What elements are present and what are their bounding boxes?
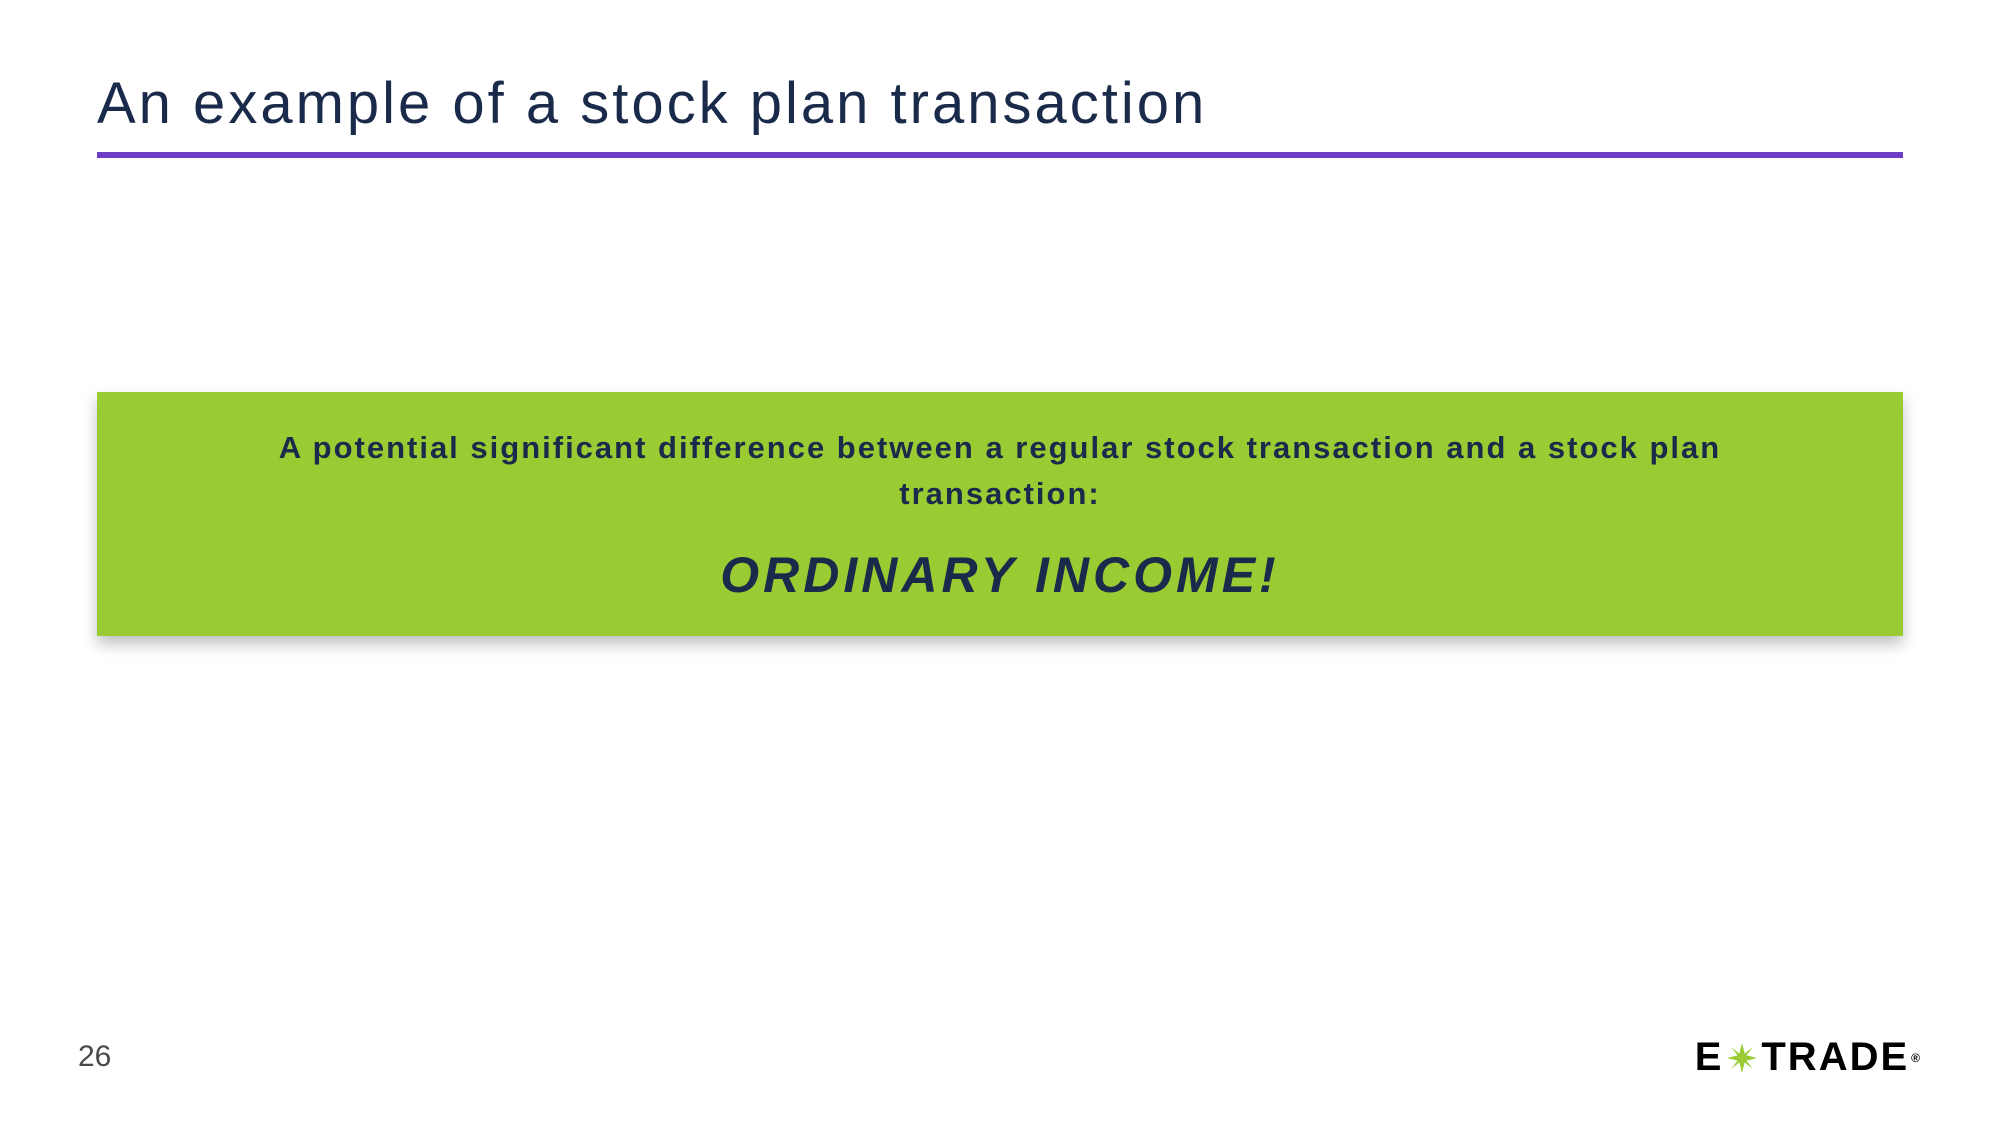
etrade-logo: E TRADE ® <box>1695 1035 1922 1080</box>
callout-box: A potential significant difference betwe… <box>97 392 1903 636</box>
page-number: 26 <box>78 1040 111 1074</box>
slide-title: An example of a stock plan transaction <box>97 70 1207 137</box>
callout-lead-text: A potential significant difference betwe… <box>177 425 1823 518</box>
logo-right: TRADE <box>1761 1035 1909 1080</box>
asterisk-icon <box>1725 1041 1759 1075</box>
registered-mark: ® <box>1911 1051 1922 1065</box>
logo-left: E <box>1695 1035 1724 1080</box>
slide: An example of a stock plan transaction A… <box>0 0 2000 1124</box>
title-underline <box>97 152 1903 158</box>
callout-main-text: ORDINARY INCOME! <box>720 546 1279 604</box>
